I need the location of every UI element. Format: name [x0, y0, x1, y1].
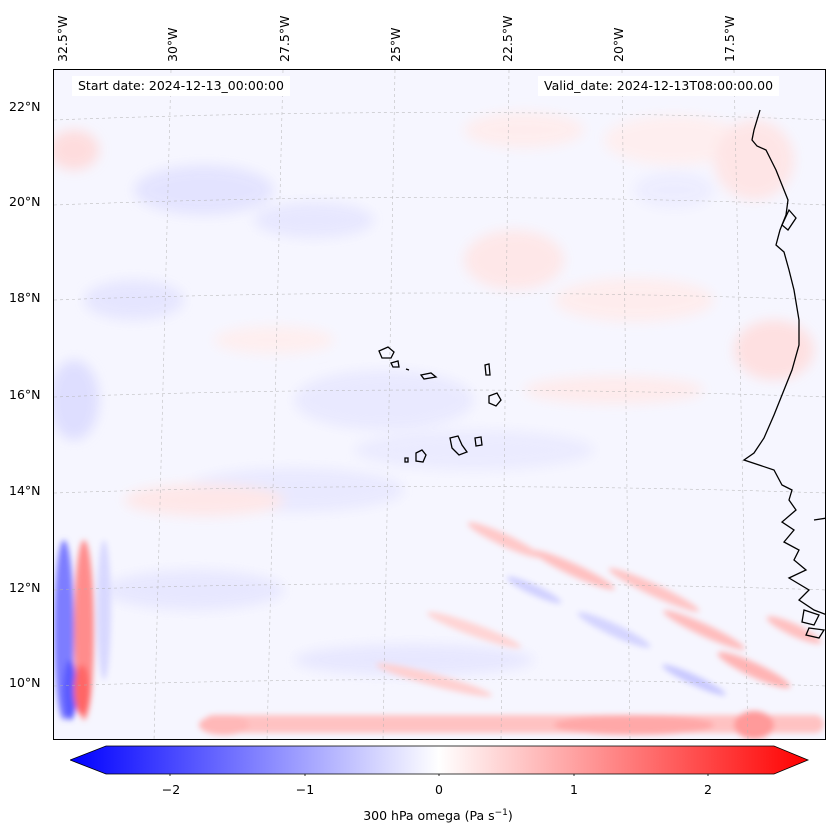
- colorbar-tick: −1: [295, 782, 315, 797]
- map-panel: [53, 69, 826, 740]
- lon-label-27-5w: 27.5°W: [277, 15, 292, 62]
- lon-label-25w: 25°W: [388, 27, 403, 62]
- valid-date-label: Valid_date: 2024-12-13T08:00:00.00: [538, 76, 780, 96]
- colorbar-label: 300 hPa omega (Pa s−1): [363, 808, 513, 824]
- colorbar: [70, 745, 810, 776]
- omega-shading: [54, 70, 825, 739]
- lat-label-14n: 14°N: [9, 483, 41, 498]
- lat-label-18n: 18°N: [9, 290, 41, 305]
- lon-label-22-5w: 22.5°W: [500, 15, 515, 62]
- coastlines: [378, 109, 825, 639]
- lat-label-10n: 10°N: [9, 675, 41, 690]
- lat-label-16n: 16°N: [9, 387, 41, 402]
- lon-label-30w: 30°W: [165, 27, 180, 62]
- colorbar-tick: 0: [435, 782, 443, 797]
- colorbar-tick: −2: [161, 782, 181, 797]
- lat-label-12n: 12°N: [9, 580, 41, 595]
- lon-label-17-5w: 17.5°W: [722, 15, 737, 62]
- colorbar-body: [70, 745, 810, 775]
- lat-label-22n: 22°N: [9, 99, 41, 114]
- lat-label-20n: 20°N: [9, 194, 41, 209]
- graticule: [54, 70, 825, 739]
- colorbar-tick: 1: [570, 782, 578, 797]
- colorbar-tick: 2: [704, 782, 712, 797]
- lon-label-32-5w: 32.5°W: [55, 15, 70, 62]
- omega-field-map: [54, 70, 825, 739]
- lon-label-20w: 20°W: [611, 27, 626, 62]
- start-date-label: Start date: 2024-12-13_00:00:00: [72, 76, 290, 96]
